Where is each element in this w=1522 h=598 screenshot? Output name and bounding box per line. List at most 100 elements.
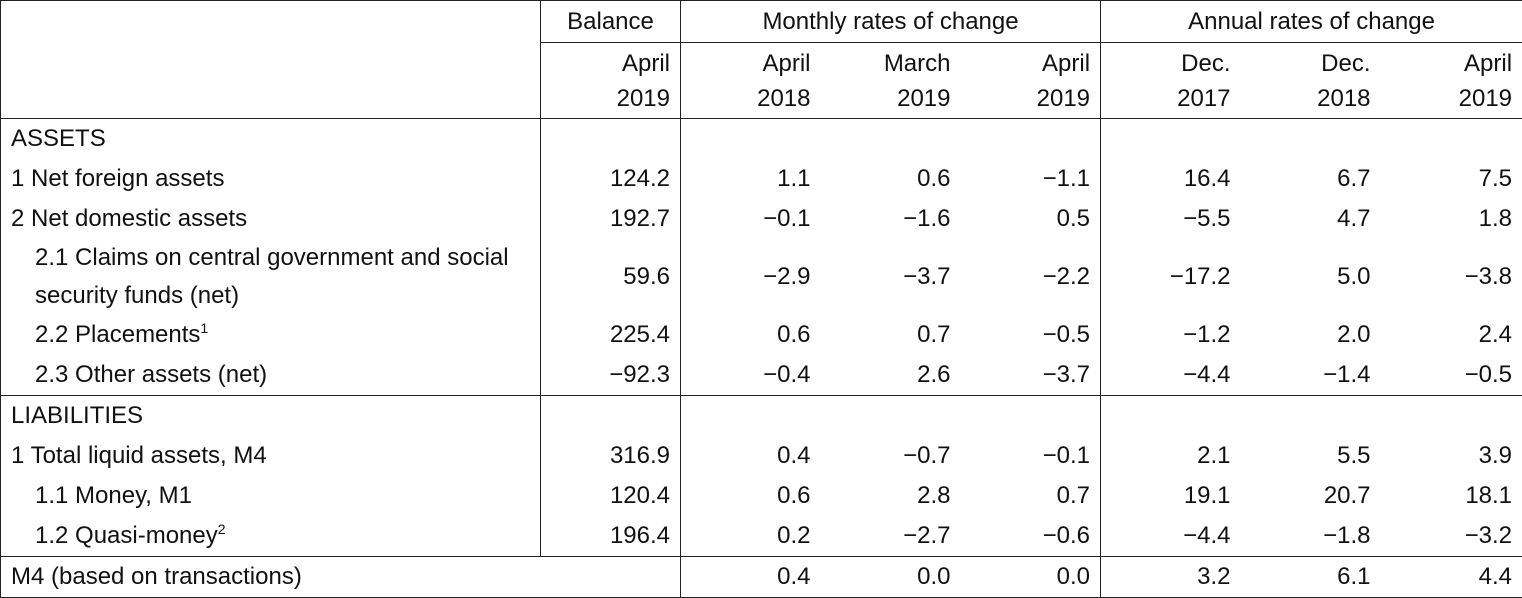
value-cell: 19.1 — [1100, 476, 1241, 516]
column-header-line: 2019 — [1036, 84, 1091, 112]
group-header: Annual rates of change — [1100, 0, 1522, 43]
value-cell: 0.6 — [680, 315, 821, 355]
column-header-line: 2019 — [616, 84, 670, 112]
column-header: April 2018 — [680, 42, 821, 119]
value-cell: −17.2 — [1100, 239, 1241, 315]
section-title: ASSETS — [0, 118, 541, 159]
value-cell: 16.4 — [1100, 159, 1241, 199]
value-cell: 1.1 — [680, 159, 821, 199]
column-header: Dec. 2018 — [1240, 42, 1381, 119]
value-cell: −0.1 — [680, 199, 821, 239]
value-cell: 7.5 — [1478, 165, 1513, 192]
value-cell: −2.2 — [1042, 263, 1091, 290]
value-cell: −1.1 — [1042, 165, 1091, 192]
value-cell: 316.9 — [540, 436, 681, 476]
column-header-line: March — [883, 49, 951, 77]
empty-cell — [680, 395, 821, 436]
value-cell: 5.0 — [1337, 263, 1371, 290]
total-row: M4 (based on transactions) 0.4 0.0 0.0 3.2 6.… — [0, 556, 1522, 598]
row-label-text: 1 Total liquid assets, M4 — [11, 442, 267, 469]
value-cell: 0.5 — [1056, 205, 1091, 232]
value-cell: −2.9 — [680, 239, 821, 315]
empty-cell — [1380, 118, 1522, 159]
column-header-line: 2017 — [1177, 84, 1231, 112]
empty-cell — [1100, 395, 1241, 436]
row-label-text: 2.3 Other assets (net) — [35, 361, 268, 388]
value-cell: 192.7 — [540, 199, 681, 239]
value-cell: −1.6 — [903, 205, 951, 232]
value-cell: −3.8 — [1464, 263, 1513, 290]
column-header: March 2019 — [820, 42, 961, 119]
value-cell: −0.5 — [1464, 361, 1513, 388]
empty-cell — [820, 395, 961, 436]
empty-cell — [1240, 118, 1381, 159]
row-label: 1 Total liquid assets, M4 — [1, 436, 541, 476]
empty-cell — [820, 118, 961, 159]
group-header: Monthly rates of change — [679, 0, 1101, 43]
row-label: 2.3 Other assets (net) — [1, 355, 541, 396]
value-cell: 3.9 — [1478, 442, 1513, 469]
data-row: 2.3 Other assets (net) −92.3 −0.4 2.6 −3.7 −4… — [1, 355, 1522, 396]
column-header-line: 2018 — [1317, 84, 1371, 112]
column-header-line: April — [621, 49, 670, 77]
value-cell: −0.5 — [1042, 321, 1091, 348]
data-row: 1.1 Money, M1 120.4 0.6 2.8 0.7 19.1 20.7 18.1 — [1, 476, 1522, 516]
value-cell: 2.1 — [1100, 436, 1241, 476]
value-cell: −5.5 — [1100, 199, 1241, 239]
value-cell: 124.2 — [540, 159, 681, 199]
row-label: 1 Net foreign assets — [1, 159, 541, 199]
empty-cell — [960, 118, 1101, 159]
corner-cell — [1, 1, 541, 119]
total-label: M4 (based on transactions) — [0, 556, 681, 598]
row-label-text: 2.1 Claims on central government and soc… — [35, 244, 509, 309]
header-row: April 2019 April 2018 March 2019 April 2019 Dec.… — [1, 42, 1522, 119]
row-label: 2.1 Claims on central government and soc… — [1, 239, 541, 315]
empty-cell — [540, 118, 681, 159]
value-cell: 4.7 — [1337, 205, 1371, 232]
value-cell: −0.1 — [1042, 442, 1091, 469]
column-header: April 2019 — [960, 42, 1101, 119]
data-row: 2.1 Claims on central government and soc… — [1, 239, 1522, 315]
row-label-text: 2 Net domestic assets — [11, 205, 248, 232]
value-cell: 0.4 — [680, 436, 821, 476]
value-cell: 6.7 — [1337, 165, 1371, 192]
empty-cell — [540, 395, 681, 436]
data-row: 2 Net domestic assets 192.7 −0.1 −1.6 0.5 −5.… — [1, 199, 1522, 239]
column-header: April 2019 — [1380, 42, 1522, 119]
value-cell: 6.1 — [1240, 556, 1381, 598]
row-label: 1.2 Quasi-money2 — [1, 516, 541, 557]
value-cell: −92.3 — [540, 355, 681, 396]
value-cell: 2.4 — [1478, 321, 1513, 348]
row-label: 2 Net domestic assets — [1, 199, 541, 239]
section-row: ASSETS — [0, 118, 1522, 159]
value-cell: 120.4 — [540, 476, 681, 516]
data-row: 1 Net foreign assets 124.2 1.1 0.6 −1.1 16.4 6… — [1, 159, 1522, 199]
data-row: 1.2 Quasi-money2 196.4 0.2 −2.7 −0.6 −4.4 −1.8… — [1, 516, 1522, 557]
footnote-mark: 2 — [217, 521, 226, 537]
row-label-text: 1.2 Quasi-money — [35, 522, 218, 549]
value-cell: −1.8 — [1323, 522, 1371, 549]
value-cell: 225.4 — [540, 315, 681, 355]
value-cell: 0.7 — [1056, 482, 1091, 509]
column-header-line: 2019 — [897, 84, 951, 112]
empty-cell — [1380, 395, 1522, 436]
header-row: Balance Monthly rates of change Annual rat… — [1, 0, 1522, 43]
row-label: 2.2 Placements1 — [1, 315, 541, 355]
value-cell: 5.5 — [1337, 442, 1371, 469]
data-row: 2.2 Placements1 225.4 0.6 0.7 −0.5 −1.2 2.0 2.4 — [1, 315, 1522, 355]
row-label-text: 2.2 Placements — [35, 321, 201, 348]
value-cell: −4.4 — [1100, 516, 1241, 557]
row-label: 1.1 Money, M1 — [1, 476, 541, 516]
column-header-line: 2018 — [757, 84, 811, 112]
value-cell: −1.2 — [1100, 315, 1241, 355]
value-cell: 18.1 — [1465, 482, 1513, 509]
section-title: LIABILITIES — [0, 395, 541, 436]
column-header-line: 2019 — [1458, 84, 1513, 112]
value-cell: 0.7 — [917, 321, 951, 348]
empty-cell — [1100, 118, 1241, 159]
value-cell: −3.7 — [1042, 361, 1091, 388]
value-cell: 0.0 — [820, 556, 961, 598]
footnote-mark: 1 — [200, 320, 209, 336]
value-cell: −3.7 — [903, 263, 951, 290]
value-cell: 0.6 — [917, 165, 951, 192]
